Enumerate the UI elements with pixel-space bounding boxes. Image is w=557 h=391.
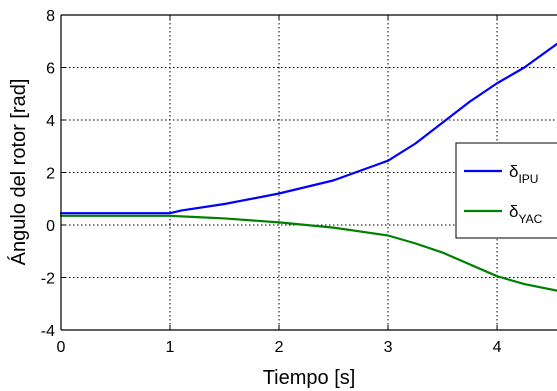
x-tick-label-4: 4 [493, 339, 502, 356]
x-tick-label-3: 3 [384, 339, 393, 356]
legend-box [455, 142, 557, 239]
y-tick-label-1: -2 [41, 271, 55, 288]
legend-label-ipu: δIPU [509, 162, 538, 186]
y-tick-label-0: -4 [41, 323, 55, 340]
legend-symbol-ipu: δ [509, 162, 518, 181]
series-line-yac [59, 214, 557, 292]
series-line-ipu [59, 42, 557, 215]
y-tick-label-6: 8 [46, 8, 55, 25]
legend-subscript-ipu: IPU [518, 172, 538, 186]
legend-label-yac: δYAC [509, 202, 543, 226]
axes-layer [60, 14, 557, 331]
series-layer [59, 42, 557, 292]
y-tick-label-4: 4 [46, 113, 55, 130]
legend-subscript-yac: YAC [518, 212, 542, 226]
x-tick-label-0: 0 [57, 339, 66, 356]
y-tick-label-5: 6 [46, 61, 55, 78]
x-tick-label-2: 2 [275, 339, 284, 356]
x-tick-label-1: 1 [166, 339, 175, 356]
y-tick-label-3: 2 [46, 166, 55, 183]
x-axis-label: Tiempo [s] [263, 367, 356, 389]
y-axis-label: Ángulo del rotor [rad] [7, 79, 30, 266]
legend-symbol-yac: δ [509, 202, 518, 221]
y-tick-label-2: 0 [46, 218, 55, 235]
tick-label-layer: 0 1 2 3 4 -4 -2 0 2 4 6 8 [41, 8, 502, 356]
